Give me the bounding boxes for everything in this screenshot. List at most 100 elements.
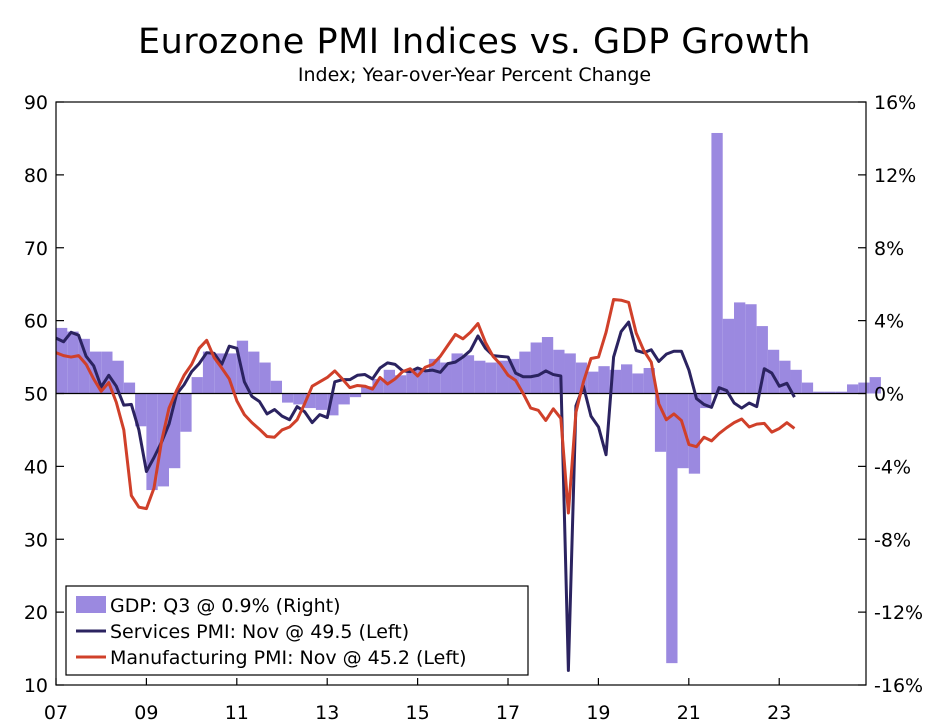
gdp-bar [508, 358, 520, 394]
x-tick-label: 23 [767, 702, 791, 724]
right-axis: 16% 12% 8% 4% 0% -4% -8% -12% -16% [858, 92, 923, 697]
gdp-bar [711, 132, 723, 394]
left-tick-label: 20 [24, 602, 48, 624]
gdp-bar [395, 375, 407, 394]
chart-title: Eurozone PMI Indices vs. GDP Growth [138, 22, 811, 62]
gdp-bar [609, 369, 622, 394]
gdp-bar [541, 337, 554, 394]
right-tick-label: -8% [874, 529, 911, 551]
legend-label-manufacturing: Manufacturing PMI: Nov @ 45.2 (Left) [110, 647, 467, 669]
gdp-bar [666, 393, 678, 664]
gdp-bar [553, 349, 565, 394]
gdp-bar [259, 362, 271, 394]
left-tick-label: 90 [24, 92, 48, 114]
gdp-bar [169, 393, 181, 469]
gdp-bar [338, 393, 350, 405]
gdp-bar [756, 326, 768, 394]
left-tick-label: 80 [24, 165, 48, 187]
gdp-bar [801, 382, 814, 394]
gdp-bar [496, 360, 509, 394]
gdp-bar [315, 393, 328, 410]
gdp-bar [621, 364, 633, 394]
x-tick-label: 21 [677, 702, 701, 724]
right-tick-label: -4% [874, 456, 911, 478]
gdp-bar [700, 393, 712, 409]
gdp-bar [779, 360, 791, 394]
left-axis: 90 80 70 60 50 40 30 20 10 [24, 92, 64, 697]
gdp-bar [643, 367, 655, 394]
left-tick-label: 60 [24, 311, 48, 333]
gdp-bar [485, 362, 497, 394]
gdp-bar [101, 351, 113, 394]
gdp-bar [530, 342, 542, 394]
gdp-bar [67, 331, 79, 394]
gdp-bar [575, 362, 588, 394]
gdp-bar [767, 349, 780, 394]
x-tick-label: 17 [496, 702, 520, 724]
gdp-bar [428, 358, 441, 394]
gdp-bar [304, 393, 316, 409]
right-tick-label: 4% [874, 311, 904, 333]
legend-label-gdp: GDP: Q3 @ 0.9% (Right) [110, 595, 341, 617]
x-tick-label: 15 [406, 702, 430, 724]
gdp-bar [745, 304, 757, 394]
gdp-bar [146, 393, 158, 491]
gdp-bar [847, 384, 859, 394]
services-pmi-line [55, 320, 796, 672]
left-tick-label: 30 [24, 529, 48, 551]
gdp-bar [270, 380, 283, 394]
gdp-bar [813, 391, 825, 394]
legend-swatch-gdp [76, 596, 106, 613]
right-tick-label: -16% [874, 675, 923, 697]
gdp-bar [214, 353, 226, 394]
gdp-bar [78, 338, 90, 394]
gdp-bar [869, 377, 881, 394]
chart-subtitle: Index; Year-over-Year Percent Change [297, 64, 652, 86]
legend-box [65, 585, 529, 676]
gdp-bar [417, 369, 429, 394]
legend: GDP: Q3 @ 0.9% (Right) Services PMI: Nov… [65, 585, 529, 676]
gdp-bar [587, 371, 599, 394]
gdp-bar [564, 353, 576, 394]
gdp-bar [191, 377, 203, 394]
x-tick-label: 09 [134, 702, 158, 724]
x-tick-label: 19 [586, 702, 610, 724]
gdp-bar [372, 378, 384, 394]
gdp-bar [734, 302, 746, 394]
left-tick-label: 50 [24, 384, 48, 406]
gdp-bar [451, 353, 463, 394]
gdp-bar [361, 386, 373, 394]
gdp-bar [462, 355, 475, 394]
left-tick-label: 10 [24, 675, 48, 697]
gdp-bar [824, 391, 836, 394]
right-tick-label: 8% [874, 238, 904, 260]
gdp-bar [225, 353, 237, 394]
gdp-bar [632, 373, 644, 394]
gdp-bar [654, 393, 667, 452]
manufacturing-pmi-line [55, 297, 796, 515]
right-tick-label: -12% [874, 602, 923, 624]
right-tick-label: 0% [874, 384, 904, 406]
gdp-bar [56, 327, 68, 394]
gdp-bar [519, 351, 531, 394]
gdp-bar [474, 360, 486, 394]
gdp-bar [112, 360, 124, 394]
gdp-bar [248, 351, 260, 394]
x-axis: 07 09 11 13 15 17 19 21 23 [44, 678, 791, 724]
gdp-bar [135, 393, 147, 427]
right-tick-label: 12% [874, 165, 916, 187]
x-tick-label: 13 [315, 702, 339, 724]
x-tick-label: 11 [225, 702, 249, 724]
gdp-bar [282, 393, 294, 403]
left-tick-label: 40 [24, 456, 48, 478]
gdp-bar [688, 393, 701, 474]
gdp-bar [858, 382, 870, 394]
gdp-bar [202, 351, 215, 394]
gdp-bar [406, 369, 418, 394]
gdp-bar [440, 362, 452, 394]
gdp-bar [835, 391, 848, 394]
x-tick-label: 07 [44, 702, 68, 724]
left-tick-label: 70 [24, 238, 48, 260]
gdp-bar [790, 369, 802, 394]
